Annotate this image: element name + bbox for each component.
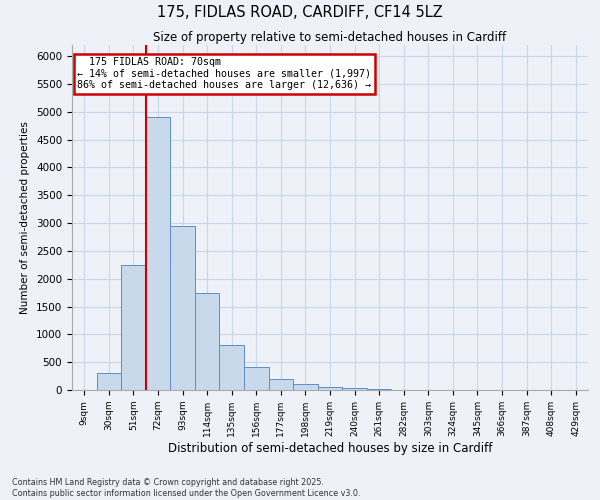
Bar (269, 379, 293, 390)
Bar (121, 265, 146, 390)
Bar (97, 374, 121, 390)
Text: Contains HM Land Registry data © Crown copyright and database right 2025.
Contai: Contains HM Land Registry data © Crown c… (12, 478, 361, 498)
X-axis label: Distribution of semi-detached houses by size in Cardiff: Distribution of semi-detached houses by … (168, 442, 492, 454)
Title: Size of property relative to semi-detached houses in Cardiff: Size of property relative to semi-detach… (154, 31, 506, 44)
Bar (195, 292, 220, 390)
Text: 175, FIDLAS ROAD, CARDIFF, CF14 5LZ: 175, FIDLAS ROAD, CARDIFF, CF14 5LZ (157, 5, 443, 20)
Text: 175 FIDLAS ROAD: 70sqm
← 14% of semi-detached houses are smaller (1,997)
86% of : 175 FIDLAS ROAD: 70sqm ← 14% of semi-det… (77, 57, 371, 90)
Bar (146, 118, 170, 390)
Bar (293, 384, 318, 390)
Bar (170, 226, 195, 390)
Bar (318, 386, 342, 390)
Bar (244, 366, 269, 390)
Y-axis label: Number of semi-detached properties: Number of semi-detached properties (20, 121, 31, 314)
Bar (342, 388, 367, 390)
Bar (220, 346, 244, 390)
